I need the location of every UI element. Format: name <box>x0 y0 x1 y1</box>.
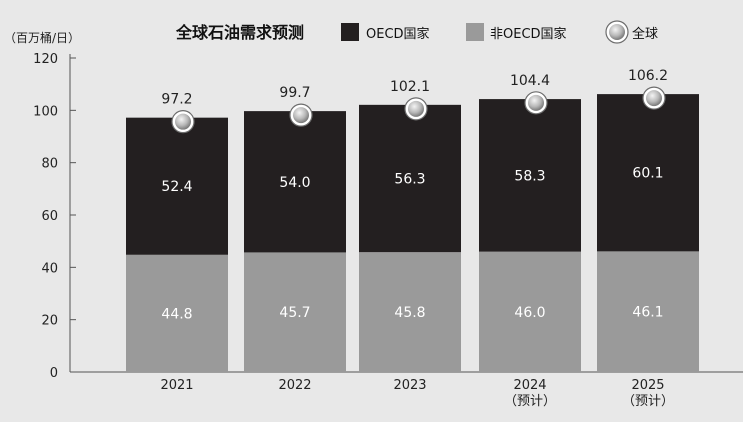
y-tick-label: 100 <box>33 104 58 119</box>
x-tick-label: 2024 <box>513 378 546 393</box>
global-total-label: 104.4 <box>510 73 550 89</box>
legend-label-non-oecd: 非OECD国家 <box>490 26 567 42</box>
x-tick-label: 2025 <box>631 378 664 393</box>
bar-non-oecd <box>359 252 461 372</box>
data-label-non-oecd: 44.8 <box>161 306 192 322</box>
bar-oecd <box>479 99 581 252</box>
data-label-non-oecd: 46.0 <box>514 305 545 321</box>
bar-oecd <box>597 94 699 252</box>
y-tick-label: 120 <box>33 52 58 67</box>
y-tick-label: 60 <box>41 209 58 224</box>
data-label-non-oecd: 45.8 <box>394 305 425 321</box>
bar-non-oecd <box>244 252 346 372</box>
bar-oecd <box>126 117 228 255</box>
legend-label-global: 全球 <box>632 26 658 42</box>
global-total-marker-inner <box>293 107 309 124</box>
data-label-non-oecd: 46.1 <box>632 305 663 321</box>
legend-label-oecd: OECD国家 <box>366 26 430 42</box>
global-total-label: 102.1 <box>390 79 430 95</box>
x-tick-label: 2022 <box>278 378 311 393</box>
bar-oecd <box>244 111 346 253</box>
chart-title: 全球石油需求预测 <box>175 23 304 42</box>
y-tick-label: 80 <box>41 157 58 172</box>
legend-marker-global-inner <box>609 24 625 40</box>
global-total-marker-inner <box>528 94 544 111</box>
bar-oecd <box>359 104 461 253</box>
data-label-oecd: 58.3 <box>514 168 545 184</box>
y-tick-label: 20 <box>41 314 58 329</box>
legend-swatch-oecd <box>341 23 359 41</box>
global-total-label: 97.2 <box>161 92 192 108</box>
bar-non-oecd <box>479 251 581 372</box>
chart-totals: 97.2 99.7 102.1 104.4 106.2 <box>161 68 668 134</box>
chart-bars: 44.8 52.4 45.7 54.0 45.8 56.3 46.0 58.3 46.1 60.1 <box>126 94 699 372</box>
legend-swatch-non-oecd <box>466 23 484 41</box>
x-tick-label: 2021 <box>160 378 193 393</box>
x-tick-sublabel: （预计） <box>622 394 674 409</box>
x-tick-sublabel: （预计） <box>504 394 556 409</box>
data-label-oecd: 54.0 <box>279 175 310 191</box>
data-label-non-oecd: 45.7 <box>279 305 310 321</box>
bar-non-oecd <box>126 254 228 372</box>
global-total-label: 106.2 <box>628 68 668 84</box>
data-label-oecd: 60.1 <box>632 166 663 182</box>
global-total-marker-inner <box>408 100 424 117</box>
global-total-label: 99.7 <box>279 85 310 101</box>
data-label-oecd: 52.4 <box>161 179 192 195</box>
bar-non-oecd <box>597 251 699 372</box>
data-label-oecd: 56.3 <box>394 171 425 187</box>
global-total-marker-inner <box>646 90 662 107</box>
y-tick-label: 0 <box>50 366 58 381</box>
x-tick-label: 2023 <box>393 378 426 393</box>
y-axis-unit-label: （百万桶/日） <box>4 30 80 45</box>
y-tick-label: 40 <box>41 261 58 276</box>
chart-legend: 全球石油需求预测 OECD国家 非OECD国家 全球 <box>175 20 658 44</box>
global-total-marker-inner <box>175 113 191 130</box>
